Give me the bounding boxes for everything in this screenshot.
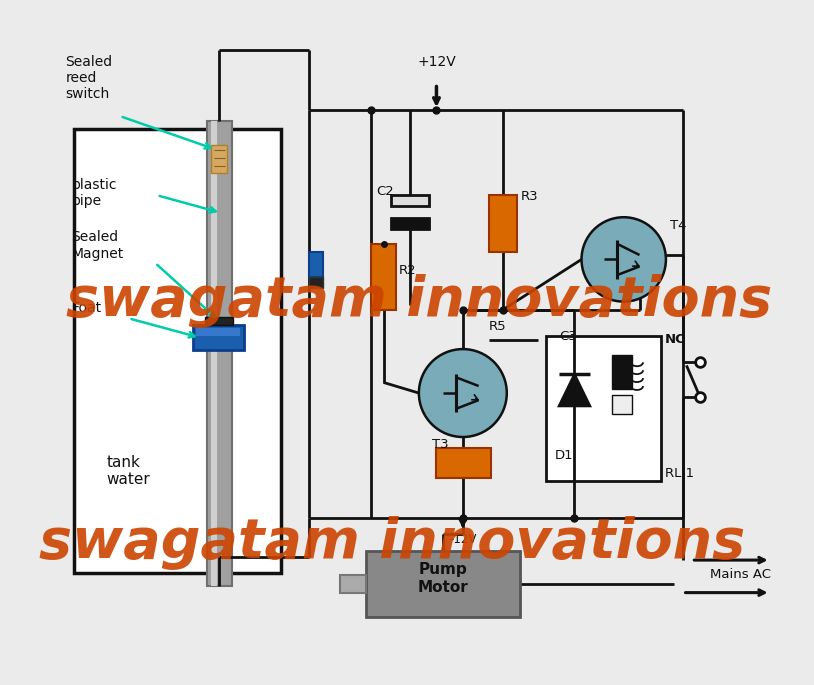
Text: R3: R3	[521, 190, 539, 203]
Bar	[76, 360, 279, 373]
Bar	[205, 316, 234, 325]
Text: D1: D1	[555, 449, 574, 462]
Text: C2: C2	[377, 185, 395, 198]
Circle shape	[419, 349, 507, 437]
Bar	[436, 447, 491, 478]
Text: RL 1: RL 1	[665, 466, 694, 479]
Bar	[76, 478, 279, 491]
Text: C3: C3	[559, 330, 577, 343]
Polygon shape	[558, 374, 590, 406]
Text: Sealed
Magnet: Sealed Magnet	[72, 230, 124, 260]
Text: NC: NC	[665, 333, 685, 346]
Text: Pump
Motor: Pump Motor	[418, 562, 468, 595]
Bar	[391, 218, 430, 229]
Bar	[76, 336, 279, 349]
Bar	[391, 195, 430, 206]
Bar	[76, 395, 279, 408]
Bar	[211, 121, 217, 586]
Text: R2: R2	[399, 264, 416, 277]
Text: tank
water: tank water	[107, 455, 151, 487]
Text: Foat: Foat	[72, 301, 102, 314]
Bar	[371, 244, 396, 310]
Bar	[76, 348, 279, 360]
Bar	[207, 121, 232, 586]
Bar	[76, 490, 279, 503]
Bar	[196, 328, 240, 336]
Circle shape	[581, 217, 666, 301]
Text: +12V: +12V	[417, 55, 456, 69]
Bar	[76, 384, 279, 396]
Bar	[76, 419, 279, 432]
Bar	[309, 252, 323, 277]
Text: swagatam innovations: swagatam innovations	[66, 274, 772, 327]
Bar	[76, 526, 279, 538]
Bar	[74, 129, 281, 573]
Bar	[76, 549, 279, 562]
Bar	[489, 195, 518, 252]
Text: T4: T4	[670, 219, 687, 232]
Bar	[546, 336, 661, 481]
Bar	[612, 395, 632, 414]
Bar	[76, 502, 279, 515]
Bar	[76, 455, 279, 467]
Bar	[76, 443, 279, 456]
Bar	[76, 371, 279, 384]
Bar	[76, 514, 279, 527]
Text: R5: R5	[489, 320, 507, 333]
Bar	[339, 575, 366, 593]
Bar	[212, 145, 227, 173]
Bar	[76, 407, 279, 420]
Bar	[309, 277, 323, 288]
Text: swagatam innovations: swagatam innovations	[39, 516, 746, 569]
Bar	[76, 431, 279, 444]
Bar	[366, 551, 520, 617]
Text: plastic
pipe: plastic pipe	[72, 177, 117, 208]
Bar	[76, 562, 279, 574]
Bar	[193, 325, 244, 350]
Text: Mains AC: Mains AC	[710, 568, 771, 581]
Text: Sealed
reed
switch: Sealed reed switch	[65, 55, 112, 101]
Bar	[612, 356, 632, 388]
Text: -12V: -12V	[449, 532, 476, 545]
Text: T3: T3	[432, 438, 449, 451]
Bar	[76, 538, 279, 551]
Bar	[76, 466, 279, 479]
